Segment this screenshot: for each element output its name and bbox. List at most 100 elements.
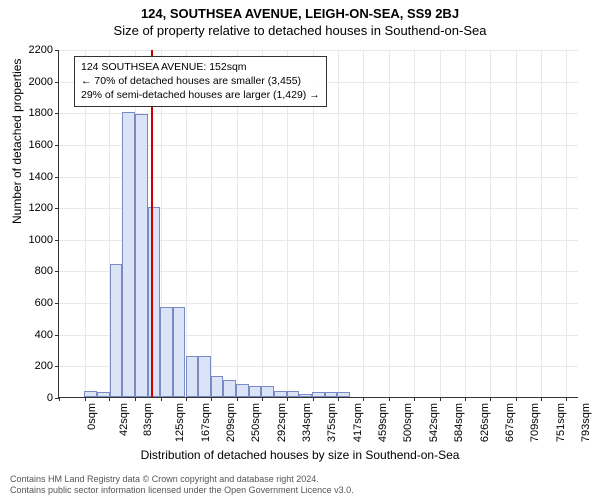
y-tick-label: 2200	[29, 44, 53, 56]
grid-line-v	[363, 50, 364, 397]
grid-line-v	[516, 50, 517, 397]
histogram-bar	[135, 114, 148, 397]
histogram-bar	[299, 394, 312, 397]
histogram-bar	[97, 392, 110, 397]
y-tick-mark	[55, 366, 59, 367]
x-tick-mark	[161, 397, 162, 401]
x-tick-mark	[440, 397, 441, 401]
grid-line-v	[338, 50, 339, 397]
footer-line-1: Contains HM Land Registry data © Crown c…	[10, 474, 354, 485]
x-tick-label: 83sqm	[143, 403, 155, 436]
annotation-line-2: ← 70% of detached houses are smaller (3,…	[81, 74, 320, 88]
x-tick-mark	[389, 397, 390, 401]
histogram-bar	[84, 391, 97, 397]
x-tick-mark	[490, 397, 491, 401]
histogram-bar	[148, 207, 161, 397]
x-tick-mark	[135, 397, 136, 401]
histogram-bar	[312, 392, 325, 397]
grid-line-v	[566, 50, 567, 397]
histogram-bar	[287, 391, 300, 397]
x-tick-mark	[186, 397, 187, 401]
footer-line-2: Contains public sector information licen…	[10, 485, 354, 496]
x-tick-label: 709sqm	[529, 403, 541, 442]
x-tick-mark	[414, 397, 415, 401]
grid-line-v	[389, 50, 390, 397]
x-tick-mark	[566, 397, 567, 401]
histogram-bar	[198, 356, 211, 397]
x-tick-mark	[287, 397, 288, 401]
histogram-bar	[261, 386, 274, 397]
x-tick-mark	[541, 397, 542, 401]
y-tick-mark	[55, 303, 59, 304]
x-tick-label: 793sqm	[580, 403, 592, 442]
x-tick-mark	[363, 397, 364, 401]
chart-area: 0200400600800100012001400160018002000220…	[58, 50, 578, 398]
histogram-bar	[160, 307, 173, 397]
histogram-bar	[122, 112, 135, 397]
x-tick-mark	[109, 397, 110, 401]
y-tick-mark	[55, 82, 59, 83]
y-tick-mark	[55, 335, 59, 336]
grid-line-v	[465, 50, 466, 397]
y-tick-mark	[55, 208, 59, 209]
y-tick-label: 200	[35, 360, 53, 372]
y-tick-mark	[55, 177, 59, 178]
x-tick-mark	[85, 397, 86, 401]
grid-line-v	[440, 50, 441, 397]
y-tick-label: 600	[35, 297, 53, 309]
x-axis-label: Distribution of detached houses by size …	[0, 448, 600, 462]
x-tick-label: 459sqm	[377, 403, 389, 442]
histogram-bar	[337, 392, 350, 397]
grid-line-v	[490, 50, 491, 397]
annotation-line-3: 29% of semi-detached houses are larger (…	[81, 88, 320, 102]
x-tick-mark	[338, 397, 339, 401]
x-tick-mark	[313, 397, 314, 401]
y-tick-label: 0	[47, 392, 53, 404]
histogram-bar	[173, 307, 186, 397]
grid-line-v	[541, 50, 542, 397]
y-tick-mark	[55, 271, 59, 272]
x-tick-label: 375sqm	[326, 403, 338, 442]
annotation-box: 124 SOUTHSEA AVENUE: 152sqm ← 70% of det…	[74, 56, 327, 107]
histogram-bar	[249, 386, 262, 397]
x-tick-label: 0sqm	[86, 403, 98, 430]
y-tick-label: 400	[35, 329, 53, 341]
x-tick-label: 250sqm	[250, 403, 262, 442]
histogram-bar	[236, 384, 249, 397]
x-tick-label: 292sqm	[276, 403, 288, 442]
y-axis-label: Number of detached properties	[10, 59, 24, 224]
x-tick-mark	[465, 397, 466, 401]
y-tick-mark	[55, 50, 59, 51]
x-tick-label: 417sqm	[352, 403, 364, 442]
x-tick-label: 667sqm	[504, 403, 516, 442]
page-subtitle: Size of property relative to detached ho…	[0, 21, 600, 38]
x-tick-mark	[262, 397, 263, 401]
x-tick-mark	[516, 397, 517, 401]
x-tick-label: 42sqm	[118, 403, 130, 436]
y-tick-label: 1400	[29, 171, 53, 183]
histogram-bar	[274, 391, 287, 397]
page-title: 124, SOUTHSEA AVENUE, LEIGH-ON-SEA, SS9 …	[0, 0, 600, 21]
x-tick-label: 626sqm	[479, 403, 491, 442]
x-tick-label: 334sqm	[301, 403, 313, 442]
x-tick-label: 751sqm	[555, 403, 567, 442]
y-tick-label: 1200	[29, 202, 53, 214]
x-tick-label: 584sqm	[453, 403, 465, 442]
x-tick-mark	[211, 397, 212, 401]
grid-line-v	[414, 50, 415, 397]
y-tick-mark	[55, 240, 59, 241]
y-tick-label: 1800	[29, 107, 53, 119]
x-tick-label: 167sqm	[200, 403, 212, 442]
footer-credits: Contains HM Land Registry data © Crown c…	[10, 474, 354, 497]
histogram-bar	[110, 264, 123, 397]
y-tick-label: 800	[35, 265, 53, 277]
histogram-bar	[211, 376, 224, 397]
x-tick-label: 542sqm	[428, 403, 440, 442]
y-tick-mark	[55, 145, 59, 146]
y-tick-label: 1000	[29, 234, 53, 246]
x-tick-mark	[237, 397, 238, 401]
annotation-line-1: 124 SOUTHSEA AVENUE: 152sqm	[81, 60, 320, 74]
x-tick-label: 125sqm	[174, 403, 186, 442]
histogram-bar	[325, 392, 338, 397]
y-tick-mark	[55, 113, 59, 114]
